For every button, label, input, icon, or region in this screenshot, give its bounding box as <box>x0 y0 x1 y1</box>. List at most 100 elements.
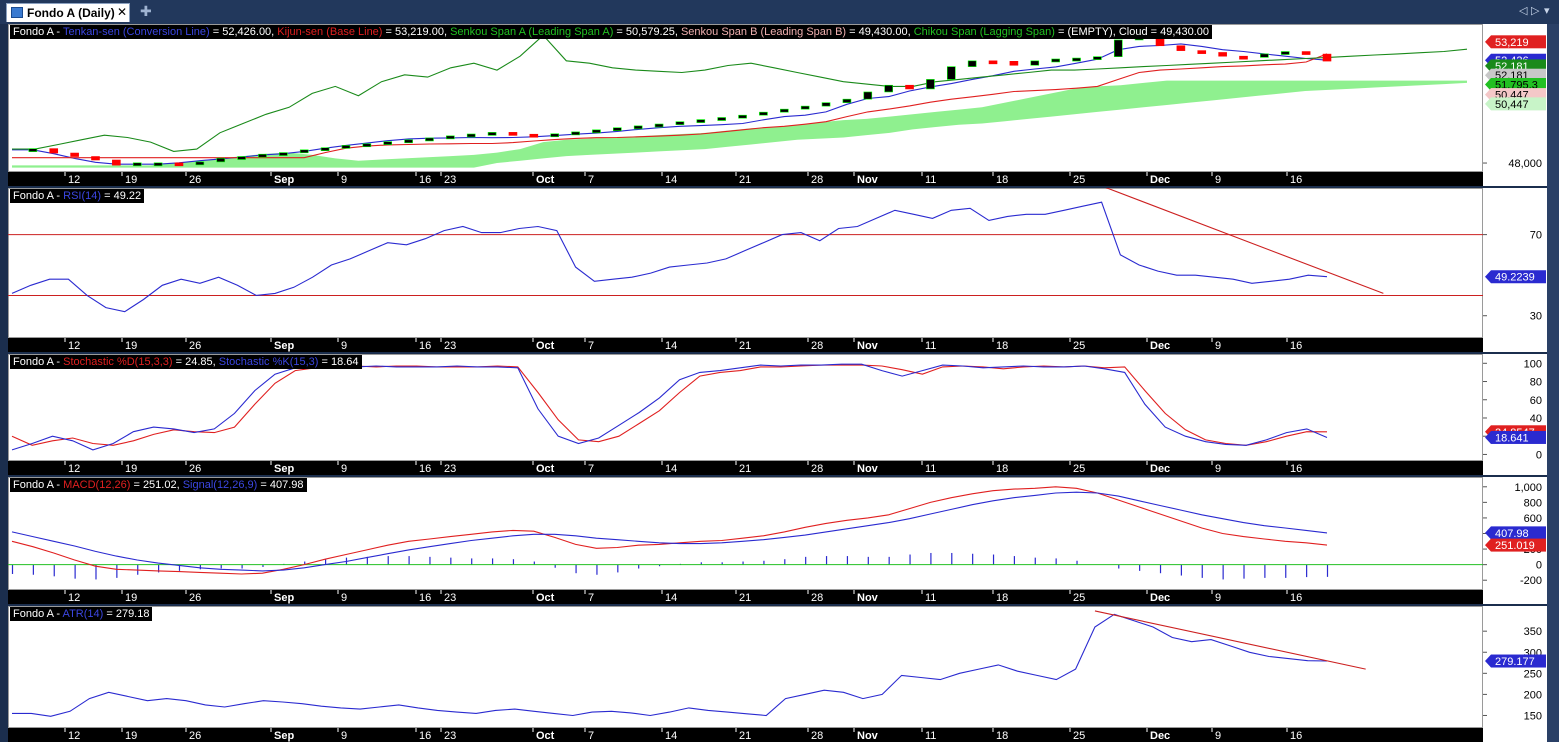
x-tick-label: 21 <box>739 592 751 604</box>
tab-bar: Fondo A (Daily) ✕ ✚ ◁ ▷ ▾ <box>0 0 1559 24</box>
svg-text:50,447: 50,447 <box>1495 99 1529 111</box>
new-tab-icon[interactable]: ✚ <box>140 3 152 19</box>
y-tick-label: 48,000 <box>1508 158 1542 170</box>
x-tick-label: 14 <box>665 463 677 475</box>
x-tick-label: 9 <box>1215 730 1221 742</box>
candle <box>696 119 706 123</box>
candle <box>1113 39 1123 57</box>
x-tick-label: 16 <box>419 730 431 742</box>
legend-text: ATR(14) <box>62 608 104 620</box>
x-tick-label: 12 <box>68 463 80 475</box>
legend-text: Senkou Span B (Leading Span B) <box>680 26 847 38</box>
legend-text: = 24.85, <box>172 356 219 368</box>
candle <box>49 148 59 154</box>
x-tick-label: 11 <box>925 174 936 186</box>
candle <box>571 131 580 136</box>
x-tick-label: 21 <box>739 730 751 742</box>
y-tick-label: 80 <box>1530 377 1542 389</box>
x-tick-label: 11 <box>925 730 936 742</box>
y-tick-label: 350 <box>1524 626 1542 638</box>
x-tick-label: 12 <box>68 730 80 742</box>
x-tick-label: 23 <box>444 174 456 186</box>
candle <box>1072 57 1081 62</box>
legend-text: = (EMPTY), Cloud = 49,430.00 <box>1054 26 1210 38</box>
x-tick-label: 9 <box>341 463 347 475</box>
y-tick-label: 1,000 <box>1514 482 1542 494</box>
y-tick-label: 200 <box>1524 689 1542 701</box>
stochastic-legend: Fondo A - Stochastic %D(15,3,3) = 24.85,… <box>10 355 362 369</box>
candle <box>654 123 664 128</box>
chevron-down-icon[interactable]: ▾ <box>1544 5 1550 17</box>
x-tick-label: 9 <box>341 730 347 742</box>
trend-line <box>1105 188 1384 294</box>
stochastic-panel[interactable]: 10080604020024.854718.641121926Sep91623O… <box>8 354 1547 475</box>
legend-text: Chikou Span (Lagging Span) <box>913 26 1055 38</box>
x-tick-label: 28 <box>811 592 823 604</box>
candle <box>362 143 372 148</box>
x-tick-label: 16 <box>419 463 431 475</box>
x-tick-label: 9 <box>341 340 347 352</box>
candle <box>1280 51 1290 55</box>
candle <box>529 133 539 138</box>
x-tick-label: 26 <box>189 730 201 742</box>
x-tick-label: 25 <box>1073 463 1085 475</box>
y-tick-label: 600 <box>1524 513 1542 525</box>
legend-text: = 50,579.25, <box>613 26 681 38</box>
candle <box>1239 55 1248 60</box>
series-line <box>11 364 1328 446</box>
x-tick-label: Sep <box>274 730 294 742</box>
candle <box>967 60 977 67</box>
series-line <box>11 363 1328 451</box>
x-tick-label: 7 <box>588 174 594 186</box>
candle <box>842 98 852 103</box>
candle <box>1176 45 1186 51</box>
candle <box>717 117 726 121</box>
x-tick-label: Nov <box>857 730 879 742</box>
candle <box>425 137 434 142</box>
x-tick-label: 11 <box>925 592 936 604</box>
x-tick-label: 11 <box>925 463 936 475</box>
candle <box>613 127 622 132</box>
x-tick-label: 19 <box>125 463 137 475</box>
macd-panel[interactable]: 1,0008006004002000-200407.98251.01912192… <box>8 477 1547 604</box>
candle <box>91 156 100 161</box>
previous-icon[interactable]: ◁ <box>1519 5 1528 17</box>
x-tick-label: 18 <box>996 463 1008 475</box>
macd-legend: Fondo A - MACD(12,26) = 251.02, Signal(1… <box>10 478 307 492</box>
value-badge: 18.641 <box>1485 430 1546 444</box>
candle <box>446 135 455 140</box>
candle <box>550 133 559 138</box>
candle <box>946 66 956 80</box>
chart-tab[interactable]: Fondo A (Daily) ✕ <box>6 3 130 22</box>
rsi-panel[interactable]: 70 30 49.2239 12 19 26 Sep 9 16 23 Oct 7 14 21 28 Nov 11… <box>8 188 1547 352</box>
x-tick-label: 11 <box>925 340 936 352</box>
macd-chart: 1,0008006004002000-200407.98251.01912192… <box>8 477 1546 604</box>
legend-text: Senkou Span A (Leading Span A) <box>450 26 614 38</box>
tab-title: Fondo A (Daily) <box>27 6 115 20</box>
next-icon[interactable]: ▷ <box>1531 5 1540 17</box>
rsi-chart: 70 30 49.2239 12 19 26 Sep 9 16 23 Oct 7 14 21 28 Nov 11… <box>8 188 1546 352</box>
x-tick-label: Oct <box>536 592 555 604</box>
close-icon[interactable]: ✕ <box>117 5 128 19</box>
x-tick-label: 14 <box>665 730 677 742</box>
y-tick-label: 40 <box>1530 413 1542 425</box>
svg-text:407.98: 407.98 <box>1495 528 1529 540</box>
plot-frame <box>8 188 1483 338</box>
x-tick-label: Dec <box>1150 340 1170 352</box>
candle <box>1218 52 1227 57</box>
atr-panel[interactable]: 350 300 250 200 150 279.177 12 19 26 Sep 9 16 23 Oct 7… <box>8 606 1547 742</box>
x-tick-label: Dec <box>1150 592 1170 604</box>
plot-frame <box>8 477 1483 590</box>
candle <box>258 153 267 158</box>
y-tick-label: 250 <box>1524 668 1542 680</box>
x-tick-label: 28 <box>811 340 823 352</box>
legend-text: = 279.18 <box>103 608 150 620</box>
x-tick-label: 23 <box>444 592 456 604</box>
ichimoku-panel[interactable]: 48,00053,21952,42652,18152,18151,795.350… <box>8 24 1547 186</box>
candle <box>1051 58 1060 63</box>
x-tick-label: 7 <box>588 463 594 475</box>
x-tick-label: Oct <box>536 463 555 475</box>
x-tick-label: Nov <box>857 592 879 604</box>
x-tick-label: Nov <box>857 340 879 352</box>
side-scrollbar[interactable] <box>1547 24 1559 742</box>
